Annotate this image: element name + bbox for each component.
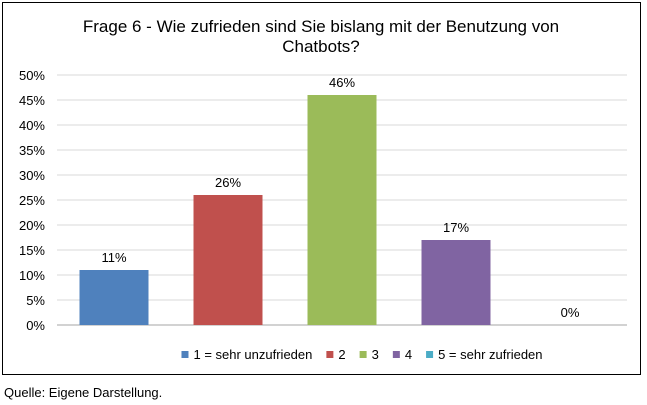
data-label: 0% <box>561 305 580 320</box>
y-tick-label: 5% <box>26 293 45 308</box>
y-tick-label: 40% <box>19 118 45 133</box>
data-label: 46% <box>329 75 355 90</box>
bar-chart: Frage 6 - Wie zufrieden sind Sie bislang… <box>19 17 627 362</box>
bar <box>79 270 149 325</box>
y-tick-label: 10% <box>19 268 45 283</box>
legend: 1 = sehr unzufrieden 2 3 4 5 = sehr zufriede… <box>181 347 543 362</box>
y-tick-label: 45% <box>19 93 45 108</box>
y-tick-label: 20% <box>19 218 45 233</box>
y-tick-label: 30% <box>19 168 45 183</box>
chart-title-line-2: Chatbots? <box>282 37 360 56</box>
legend-swatch <box>326 351 334 358</box>
legend-swatch <box>181 351 189 358</box>
bar <box>307 95 377 325</box>
legend-swatch <box>359 351 367 358</box>
y-tick-label: 35% <box>19 143 45 158</box>
source-note: Quelle: Eigene Darstellung. <box>4 385 163 400</box>
legend-label: 2 <box>338 347 345 362</box>
data-labels: 11% 26% 46% 17% 0% <box>101 75 579 320</box>
bar <box>193 195 263 325</box>
y-tick-label: 15% <box>19 243 45 258</box>
legend-label: 1 = sehr unzufrieden <box>193 347 312 362</box>
y-tick-label: 50% <box>19 68 45 83</box>
chart-title-line-1: Frage 6 - Wie zufrieden sind Sie bislang… <box>83 17 559 36</box>
legend-label: 5 = sehr zufrieden <box>438 347 542 362</box>
data-label: 11% <box>101 250 126 265</box>
y-tick-label: 0% <box>26 318 45 333</box>
y-tick-label: 25% <box>19 193 45 208</box>
chart-frame: Frage 6 - Wie zufrieden sind Sie bislang… <box>2 2 641 375</box>
legend-swatch <box>426 351 434 358</box>
bar <box>421 240 491 325</box>
legend-swatch <box>392 351 400 358</box>
data-label: 26% <box>215 175 241 190</box>
legend-label: 4 <box>405 347 412 362</box>
y-axis-tick-labels: 0% 5% 10% 15% 20% 25% 30% 35% 40% 45% 50% <box>19 68 45 333</box>
data-label: 17% <box>443 220 469 235</box>
bars <box>79 95 491 325</box>
legend-label: 3 <box>372 347 379 362</box>
